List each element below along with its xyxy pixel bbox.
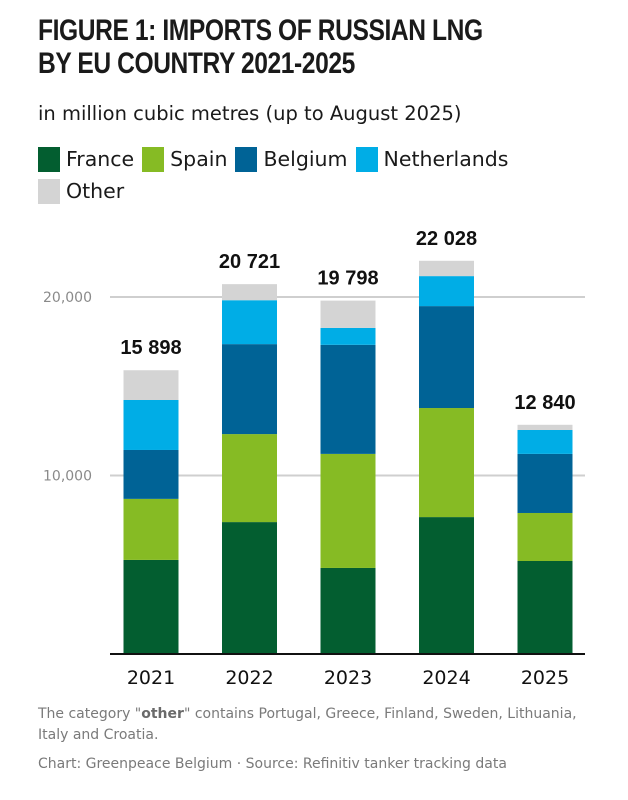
y-axis-ticks: 10,000 20,000 (43, 290, 92, 485)
x-tick-label-2022: 2022 (225, 667, 273, 689)
bar-segment-spain-2021 (123, 498, 179, 560)
total-labels: 15 898 20 721 19 798 22 028 12 840 (120, 228, 575, 414)
bar-segment-france-2025 (517, 561, 573, 654)
bar-segment-other-2024 (419, 260, 474, 277)
legend-swatch-netherlands (355, 146, 378, 172)
footnote-suffix: " contains Portugal, Greece, Finland, Sw… (38, 706, 577, 743)
chart-title-line-1: FIGURE 1: IMPORTS OF RUSSIAN LNG (38, 14, 483, 47)
bar-segment-spain-2022 (222, 434, 277, 523)
bar-segment-netherlands-2022 (222, 300, 277, 345)
bar-segment-other-2021 (123, 370, 179, 400)
legend-swatch-other (38, 178, 60, 204)
bar-segment-netherlands-2023 (320, 327, 376, 345)
bar-segment-netherlands-2021 (123, 399, 179, 450)
bar-segment-france-2024 (419, 517, 474, 654)
bars (123, 260, 573, 654)
total-label-2021: 15 898 (120, 337, 181, 359)
total-label-2024: 22 028 (416, 228, 477, 250)
x-tick-label-2025: 2025 (521, 667, 569, 689)
bar-segment-other-2025 (517, 424, 573, 430)
bar-segment-france-2021 (123, 559, 179, 654)
bar-segment-spain-2024 (419, 408, 474, 518)
bar-segment-belgium-2025 (517, 453, 573, 513)
bar-stack-2022 (222, 284, 277, 654)
y-tick-label: 20,000 (43, 290, 92, 306)
bar-segment-spain-2025 (517, 512, 573, 562)
bar-segment-belgium-2023 (320, 344, 376, 454)
y-tick-label: 10,000 (43, 469, 92, 485)
bar-segment-belgium-2022 (222, 344, 277, 435)
bar-segment-spain-2023 (320, 453, 376, 568)
total-label-2022: 20 721 (219, 251, 280, 273)
bar-segment-netherlands-2025 (517, 429, 573, 454)
footnote-prefix: The category " (38, 706, 142, 722)
footnote: The category "other" contains Portugal, … (38, 704, 608, 746)
legend-item-netherlands: Netherlands (355, 146, 509, 172)
bar-stack-2025 (517, 424, 573, 654)
legend-label-france: France (66, 147, 135, 171)
footnote-bold: other (141, 706, 184, 722)
legend-label-netherlands: Netherlands (383, 147, 509, 171)
legend-label-belgium: Belgium (263, 147, 348, 171)
legend-swatch-france (38, 146, 60, 172)
legend-swatch-spain (142, 146, 165, 172)
chart-title: FIGURE 1: IMPORTS OF RUSSIAN LNG BY EU C… (38, 14, 483, 80)
total-label-2025: 12 840 (514, 392, 575, 414)
chart-subtitle: in million cubic metres (up to August 20… (38, 102, 462, 125)
bar-segment-france-2022 (222, 522, 277, 654)
bar-segment-netherlands-2024 (419, 276, 474, 307)
legend-item-france: France (38, 146, 134, 172)
stacked-bar-chart: 10,000 20,000 15 898 20 721 19 798 22 028 12 … (43, 228, 585, 689)
legend: France Spain Belgium Netherlands Other (38, 146, 598, 204)
chart-title-line-2: BY EU COUNTRY 2021-2025 (38, 47, 355, 80)
bar-stack-2024 (419, 260, 474, 654)
x-tick-label-2021: 2021 (127, 667, 175, 689)
legend-item-other: Other (38, 178, 124, 204)
x-tick-label-2023: 2023 (324, 667, 372, 689)
legend-swatch-belgium (235, 146, 258, 172)
bar-segment-belgium-2024 (419, 306, 474, 409)
legend-item-spain: Spain (142, 146, 227, 172)
x-tick-label-2024: 2024 (422, 667, 470, 689)
bar-stack-2021 (123, 370, 179, 654)
bar-segment-france-2023 (320, 567, 376, 654)
legend-label-spain: Spain (170, 147, 228, 171)
bar-segment-belgium-2021 (123, 449, 179, 499)
bar-segment-other-2023 (320, 300, 376, 328)
legend-item-belgium: Belgium (235, 146, 348, 172)
source-credit: Chart: Greenpeace Belgium · Source: Refi… (38, 756, 507, 772)
bar-segment-other-2022 (222, 284, 277, 301)
x-axis-ticks: 2021 2022 2023 2024 2025 (127, 667, 569, 689)
bar-stack-2023 (320, 300, 376, 654)
legend-label-other: Other (66, 179, 125, 203)
total-label-2023: 19 798 (317, 268, 378, 290)
